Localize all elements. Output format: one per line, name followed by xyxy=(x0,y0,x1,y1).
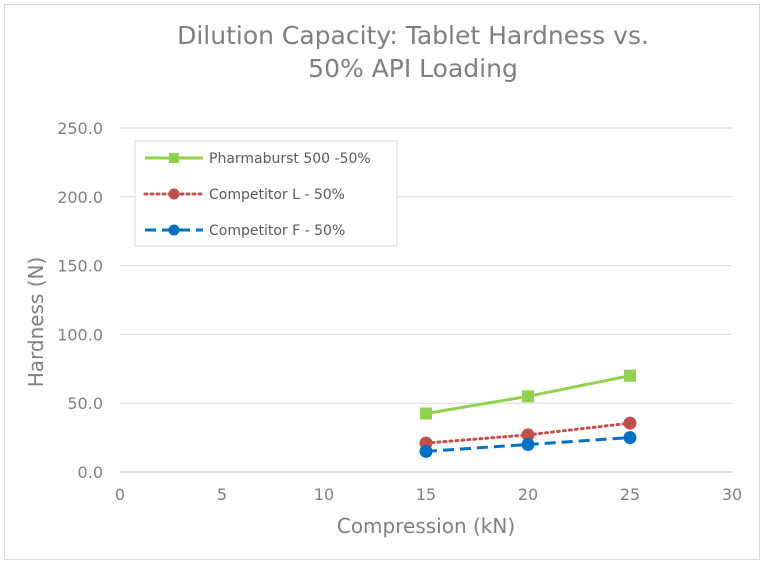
y-tick-label: 0.0 xyxy=(78,463,103,482)
data-point xyxy=(623,416,637,430)
data-point xyxy=(623,431,637,445)
x-tick-label: 15 xyxy=(416,485,436,504)
series-group xyxy=(419,369,637,458)
y-axis-title: Hardness (N) xyxy=(24,257,48,388)
x-tick-label: 0 xyxy=(115,485,125,504)
x-tick-labels: 0 5 10 15 20 25 30 xyxy=(115,485,742,504)
chart-frame xyxy=(4,4,760,560)
legend-item-1: Pharmaburst 500 -50% xyxy=(145,151,371,167)
legend: Pharmaburst 500 -50% Competitor L - 50% Co… xyxy=(134,140,398,247)
x-tick-label: 10 xyxy=(314,485,334,504)
x-tick-label: 30 xyxy=(722,485,742,504)
legend-item-3: Competitor F - 50% xyxy=(145,223,345,239)
legend-marker xyxy=(169,153,179,163)
legend-item-2: Competitor L - 50% xyxy=(143,187,345,203)
x-axis-title: Compression (kN) xyxy=(337,514,515,538)
x-tick-label: 5 xyxy=(217,485,227,504)
data-point xyxy=(419,444,433,458)
data-point xyxy=(420,407,432,420)
legend-marker xyxy=(168,188,180,200)
legend-label: Competitor F - 50% xyxy=(209,223,345,239)
x-tick-label: 25 xyxy=(620,485,640,504)
legend-marker xyxy=(168,224,180,236)
series-3 xyxy=(419,431,637,458)
data-point xyxy=(521,437,535,451)
chart-title-line-2: 50% API Loading xyxy=(308,54,518,83)
y-tick-label: 50.0 xyxy=(67,394,103,413)
data-point xyxy=(522,390,534,403)
y-tick-label: 150.0 xyxy=(57,257,103,276)
legend-label: Competitor L - 50% xyxy=(209,187,345,203)
y-tick-label: 250.0 xyxy=(57,119,103,138)
chart-title-line-1: Dilution Capacity: Tablet Hardness vs. xyxy=(177,21,649,50)
data-point xyxy=(624,369,636,382)
series-1 xyxy=(420,369,636,420)
data-point xyxy=(521,428,535,442)
y-tick-label: 100.0 xyxy=(57,325,103,344)
y-tick-label: 200.0 xyxy=(57,188,103,207)
y-tick-labels: 0.0 50.0 100.0 150.0 200.0 250.0 xyxy=(57,119,103,482)
x-tick-label: 20 xyxy=(518,485,538,504)
legend-label: Pharmaburst 500 -50% xyxy=(209,151,371,167)
